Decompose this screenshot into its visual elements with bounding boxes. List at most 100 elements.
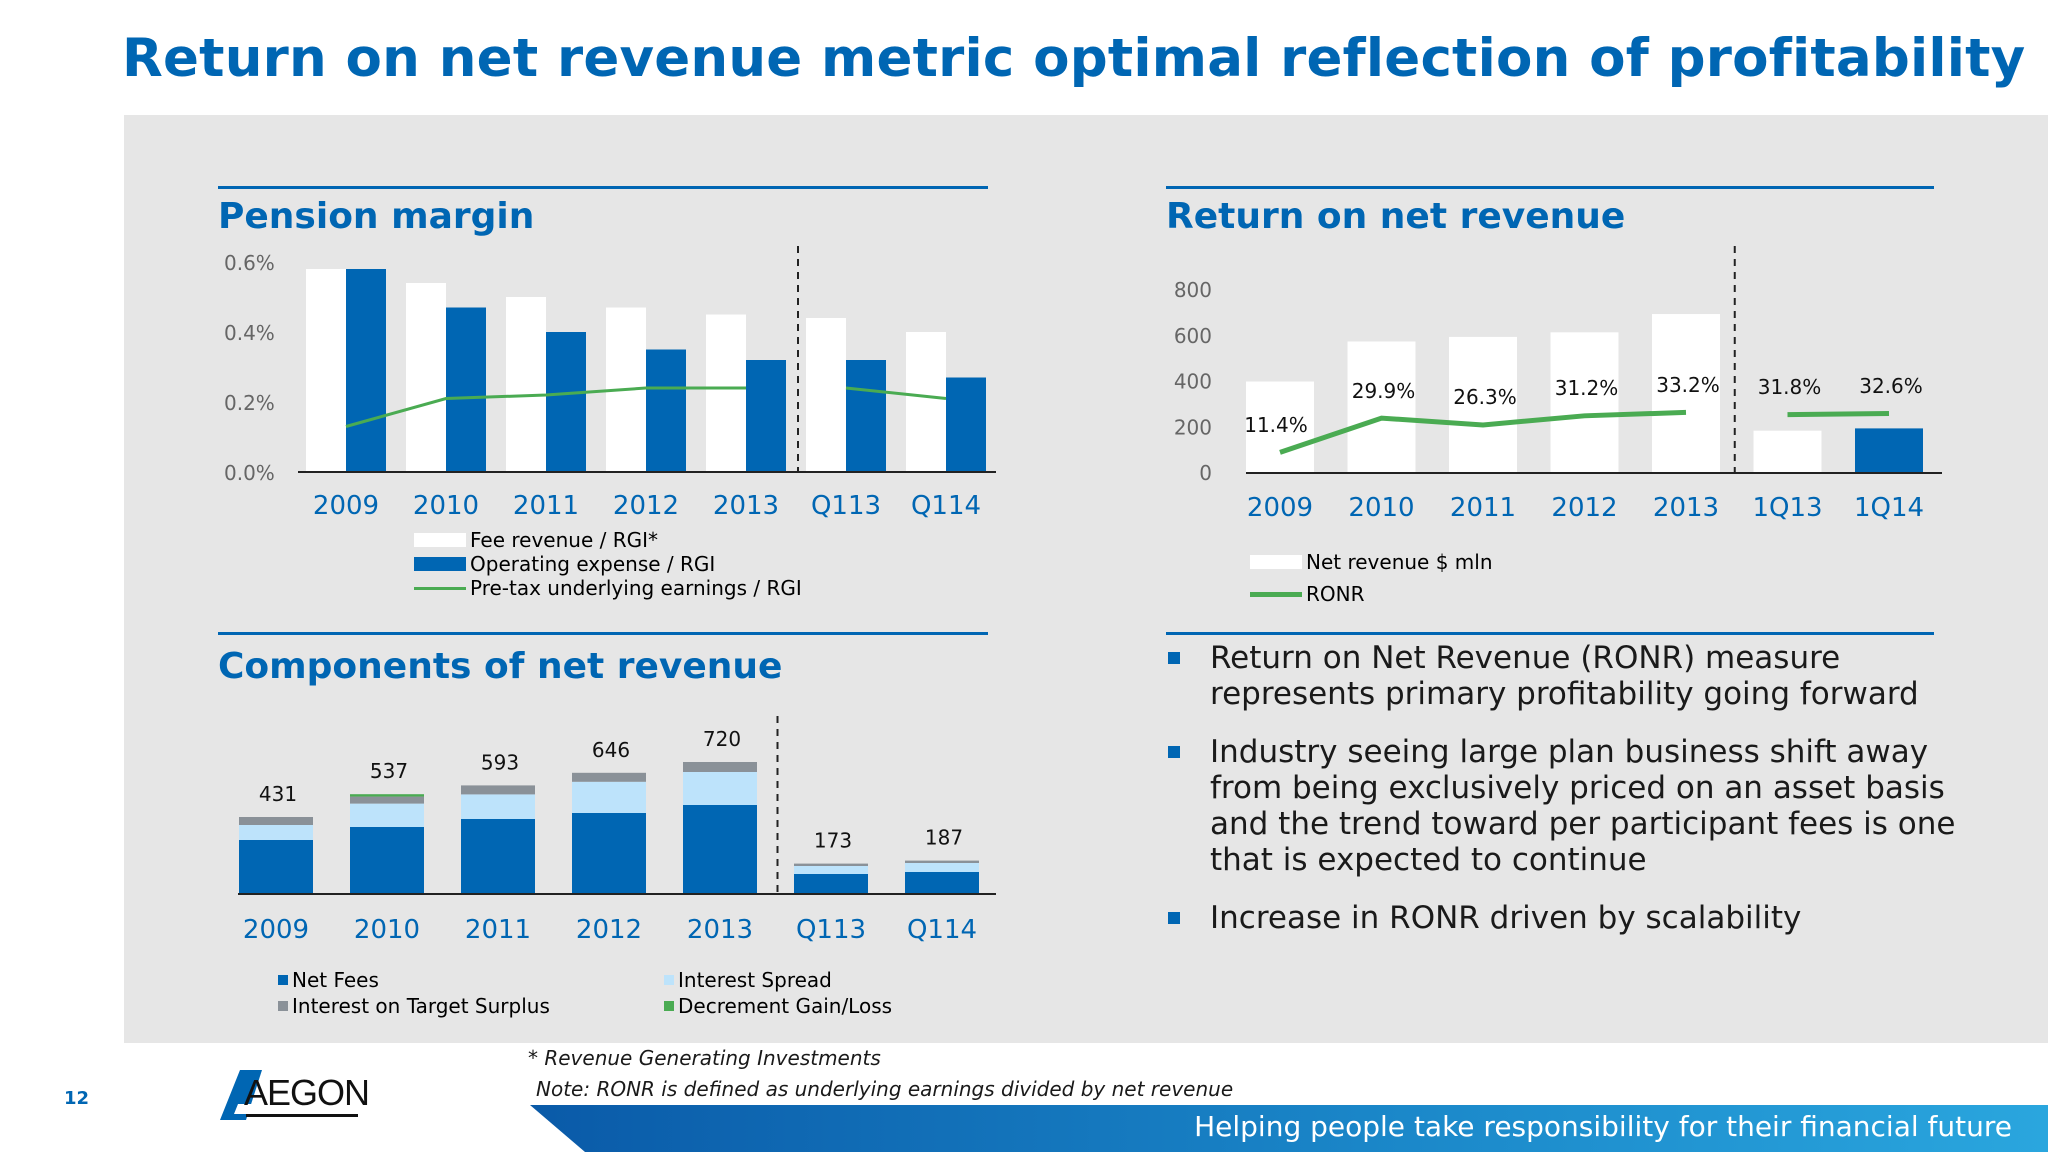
bar-net-revenue [1753,430,1822,473]
x-tick-label: 2010 [1348,493,1414,523]
bar-operating-expense [646,349,686,472]
data-label-ronr: 26.3% [1453,385,1517,409]
bar-segment-net-fees [905,872,979,894]
x-tick-label: 2011 [1450,493,1516,523]
x-tick-label: 2011 [513,491,579,521]
x-tick-label: 2010 [413,491,479,521]
bar-net-revenue [1449,336,1517,473]
x-tick-label: Q113 [811,491,881,521]
total-label: 646 [592,738,630,762]
bar-fee-revenue [706,314,746,472]
total-label: 720 [703,727,741,751]
y-tick-label: 400 [1174,370,1212,394]
bullet-text: Return on Net Revenue (RONR) measure rep… [1210,640,1919,712]
components-title: Components of net revenue [218,646,783,687]
bar-segment-interest-spread [572,781,646,813]
bar-segment-interest-spread [461,794,535,819]
bullet-square-icon [1168,746,1180,758]
bar-segment-net-fees [350,827,424,894]
bullet-square-icon [1168,652,1180,664]
slide-title: Return on net revenue metric optimal ref… [122,28,2026,89]
line-ronr [1279,409,1687,455]
x-tick-label: Q114 [911,491,981,521]
x-tick-label: 2012 [1551,493,1617,523]
total-label: 593 [481,750,519,774]
bar-net-revenue [1652,314,1720,473]
bar-segment-interest-on-target-surplus [683,762,757,772]
bar-net-revenue [1246,381,1314,473]
bullet-item: Return on Net Revenue (RONR) measure rep… [1160,640,1980,712]
bar-segment-net-fees [572,813,646,894]
legend-swatch-net-revenue [1250,555,1302,569]
total-label: 431 [259,782,297,806]
pension-section-rule [218,186,988,189]
y-tick-label: 0.6% [224,251,275,275]
bullet-item: Industry seeing large plan business shif… [1160,734,1980,878]
ronr-section-rule [1166,186,1934,189]
components-section-rule [218,632,988,635]
bar-segment-net-fees [794,874,868,894]
bullet-text: Industry seeing large plan business shif… [1210,734,1956,878]
x-tick-label: 2013 [687,915,753,945]
y-tick-label: 0 [1199,461,1212,485]
y-tick-label: 0.0% [224,461,275,485]
aegon-logo: AEGON [218,1068,370,1120]
data-label-ronr: 31.2% [1555,376,1619,400]
bar-segment-interest-spread [794,866,868,874]
bar-segment-interest-spread [350,803,424,827]
bar-segment-interest-spread [905,863,979,872]
legend-label-ronr: RONR [1306,582,1365,606]
bar-fee-revenue [806,318,846,472]
bar-segment-interest-on-target-surplus [794,863,868,866]
bar-operating-expense [346,269,386,472]
bar-fee-revenue [506,297,546,472]
x-tick-label: 2013 [713,491,779,521]
x-tick-label: 1Q14 [1854,493,1924,523]
y-tick-label: 0.2% [224,391,275,415]
legend-label-fee-revenue: Fee revenue / RGI* [470,528,659,552]
data-label-ronr: 29.9% [1352,379,1416,403]
data-label-ronr: 33.2% [1656,373,1720,397]
content-panel [124,115,2048,1043]
pension-margin-title: Pension margin [218,196,535,237]
x-tick-label: 2012 [613,491,679,521]
bullet-square-icon [1168,912,1180,924]
data-label-ronr: 31.8% [1758,375,1822,399]
legend-swatch-pretax [414,586,466,590]
line-ronr [1787,411,1890,418]
x-tick-label: Q114 [907,915,977,945]
line-pretax-earnings [845,386,947,400]
legend-label-net-revenue: Net revenue $ mln [1306,550,1493,574]
legend-label-operating-expense: Operating expense / RGI [470,552,716,576]
data-label-ronr: 32.6% [1859,374,1923,398]
legend-swatch-decrement [664,1001,674,1011]
legend-label-pretax: Pre-tax underlying earnings / RGI [470,576,802,600]
bar-operating-expense [746,360,786,472]
y-tick-label: 600 [1174,324,1212,348]
bar-segment-interest-on-target-surplus [461,785,535,795]
y-tick-label: 800 [1174,278,1212,302]
bar-segment-interest-spread [239,825,313,840]
bar-segment-interest-spread [683,772,757,805]
x-tick-label: 2013 [1653,493,1719,523]
bar-net-revenue [1347,341,1416,473]
bar-net-revenue [1855,428,1923,473]
page-number: 12 [64,1088,90,1109]
x-tick-label: 2011 [465,915,531,945]
ronr-title: Return on net revenue [1166,196,1626,237]
bar-operating-expense [946,377,986,472]
bar-fee-revenue [906,332,946,472]
bar-operating-expense [446,307,486,472]
bullet-list: Return on Net Revenue (RONR) measure rep… [1160,640,1980,958]
x-tick-label: 2009 [243,915,309,945]
bullet-item: Increase in RONR driven by scalability [1160,900,1980,936]
legend-swatch-operating-expense [414,557,466,571]
legend-label-target-surplus: Interest on Target Surplus [292,994,550,1018]
bullets-section-rule [1166,632,1934,635]
data-label-ronr: 11.4% [1244,413,1308,437]
y-tick-label: 0.4% [224,321,275,345]
x-tick-label: 2012 [576,915,642,945]
